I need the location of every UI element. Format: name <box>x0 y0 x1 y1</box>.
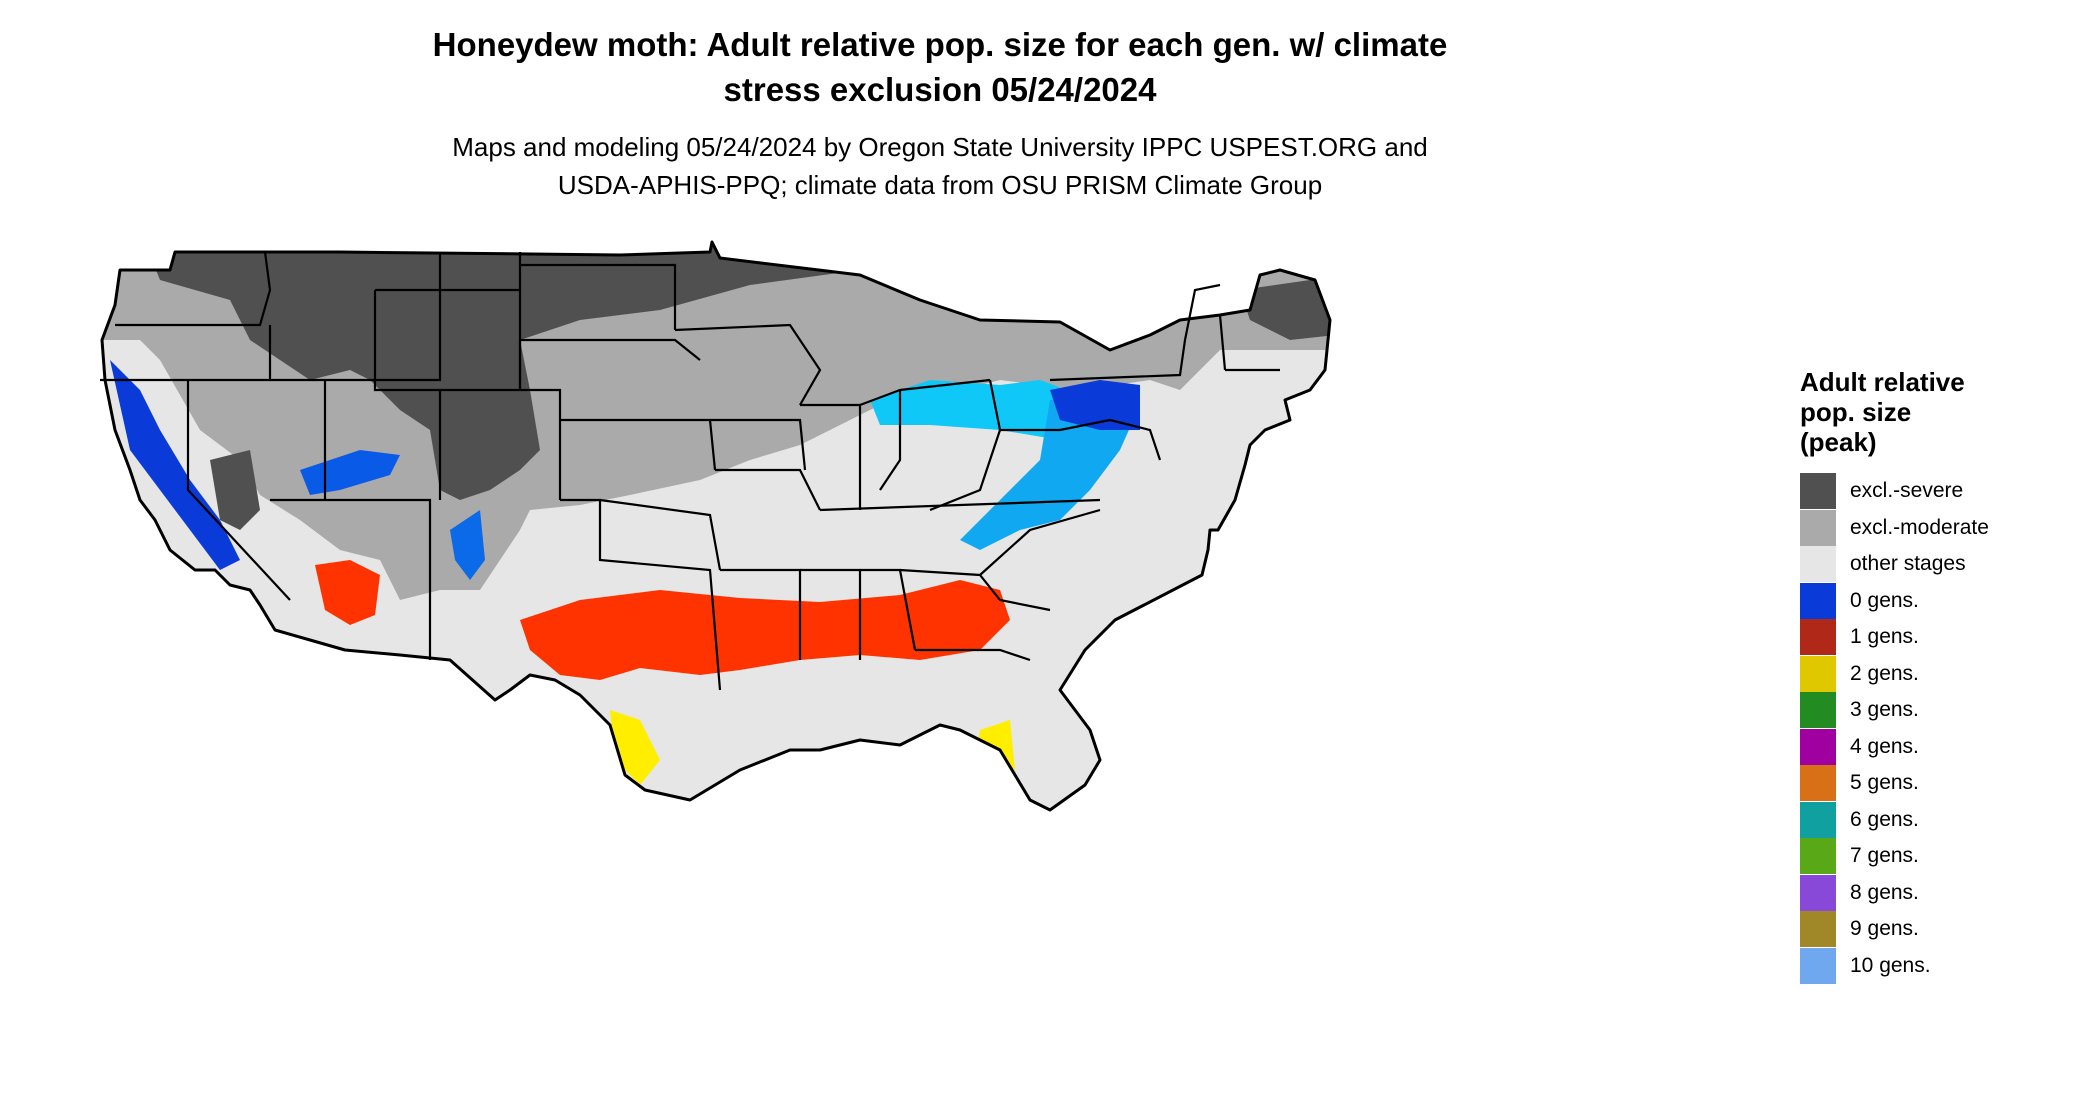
legend-label: 3 gens. <box>1850 698 1919 722</box>
legend-swatch <box>1800 947 1836 984</box>
map-fill-layers <box>102 242 1330 810</box>
legend-swatch <box>1800 473 1836 510</box>
legend-swatch <box>1800 911 1836 948</box>
legend-swatch <box>1800 655 1836 692</box>
region-2-gens-florida <box>975 720 1015 790</box>
us-map <box>100 240 1332 812</box>
legend-swatch <box>1800 582 1836 619</box>
legend-item: 5 gens. <box>1800 765 2080 802</box>
map-title-line-2: stress exclusion 05/24/2024 <box>723 71 1157 108</box>
legend-label: 5 gens. <box>1850 771 1919 795</box>
region-1-gen-arizona <box>315 560 380 625</box>
region-0-gens-west-coast <box>110 360 240 570</box>
map-subtitle-line-2: USDA-APHIS-PPQ; climate data from OSU PR… <box>557 170 1323 200</box>
legend-title-line-3: (peak) <box>1800 427 1877 457</box>
legend-swatch <box>1800 765 1836 802</box>
region-0-gens-new-mexico <box>450 510 485 580</box>
legend-label: other stages <box>1850 552 1966 576</box>
map-title-line-1: Honeydew moth: Adult relative pop. size … <box>432 26 1448 63</box>
legend-item: 0 gens. <box>1800 582 2080 620</box>
map-subtitle-line-1: Maps and modeling 05/24/2024 by Oregon S… <box>452 132 1428 162</box>
legend-swatch <box>1800 509 1836 546</box>
us-outline <box>100 240 1332 812</box>
legend-label: excl.-severe <box>1850 479 1964 503</box>
region-10-gens-mid-atlantic <box>960 395 1140 550</box>
map-subtitle: Maps and modeling 05/24/2024 by Oregon S… <box>300 128 1580 204</box>
legend-label: 10 gens. <box>1850 953 1931 977</box>
legend-item: 4 gens. <box>1800 728 2080 766</box>
legend: Adult relative pop. size (peak) excl.-se… <box>1800 367 2080 984</box>
legend-label: 2 gens. <box>1850 661 1919 685</box>
region-0-gens-northeast <box>1050 380 1140 430</box>
legend-label: 0 gens. <box>1850 588 1919 612</box>
state-boundaries <box>100 251 1280 691</box>
legend-swatch <box>1800 801 1836 838</box>
map-title: Honeydew moth: Adult relative pop. size … <box>300 22 1580 112</box>
region-excl-severe-maine <box>1240 242 1330 340</box>
legend-item: 8 gens. <box>1800 874 2080 912</box>
legend-title: Adult relative pop. size (peak) <box>1800 367 2080 457</box>
legend-label: 7 gens. <box>1850 844 1919 868</box>
legend-item: 2 gens. <box>1800 655 2080 693</box>
legend-label: 9 gens. <box>1850 917 1919 941</box>
legend-label: 4 gens. <box>1850 734 1919 758</box>
legend-items: excl.-severe excl.-moderate other stages 0 … <box>1800 473 2080 984</box>
legend-label: 6 gens. <box>1850 807 1919 831</box>
legend-item: 10 gens. <box>1800 947 2080 985</box>
legend-swatch <box>1800 874 1836 911</box>
legend-swatch <box>1800 619 1836 656</box>
legend-item: other stages <box>1800 546 2080 583</box>
legend-item: excl.-moderate <box>1800 509 2080 547</box>
legend-item: 7 gens. <box>1800 838 2080 875</box>
legend-swatch <box>1800 546 1836 583</box>
legend-item: 1 gens. <box>1800 619 2080 656</box>
legend-swatch <box>1800 728 1836 765</box>
region-excl-severe-nevada <box>210 450 260 530</box>
legend-label: 1 gens. <box>1850 625 1919 649</box>
legend-title-line-1: Adult relative <box>1800 367 1965 397</box>
legend-item: 9 gens. <box>1800 911 2080 948</box>
region-excl-severe-north <box>140 242 860 500</box>
legend-item: 3 gens. <box>1800 692 2080 729</box>
legend-item: excl.-severe <box>1800 473 2080 510</box>
legend-label: 8 gens. <box>1850 880 1919 904</box>
legend-swatch <box>1800 692 1836 729</box>
legend-label: excl.-moderate <box>1850 515 1989 539</box>
legend-swatch <box>1800 838 1836 875</box>
region-1-gen-south <box>520 580 1010 680</box>
legend-title-line-2: pop. size <box>1800 397 1912 427</box>
legend-item: 6 gens. <box>1800 801 2080 839</box>
